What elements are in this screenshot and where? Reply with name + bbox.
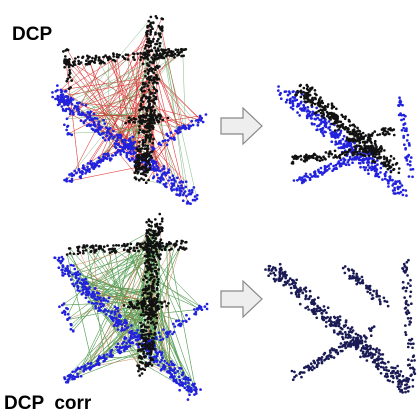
- top-label: DCP: [12, 24, 52, 45]
- arrow: [221, 281, 262, 317]
- arrow-shape: [221, 281, 262, 317]
- bottom-label: DCP corr: [4, 393, 92, 414]
- source-cloud: [278, 87, 413, 196]
- figure: DCP DCP corr: [0, 0, 417, 416]
- arrow-shape: [221, 108, 262, 144]
- aligned-cloud: [266, 260, 415, 392]
- point-clouds: [52, 16, 415, 399]
- arrow: [221, 108, 262, 144]
